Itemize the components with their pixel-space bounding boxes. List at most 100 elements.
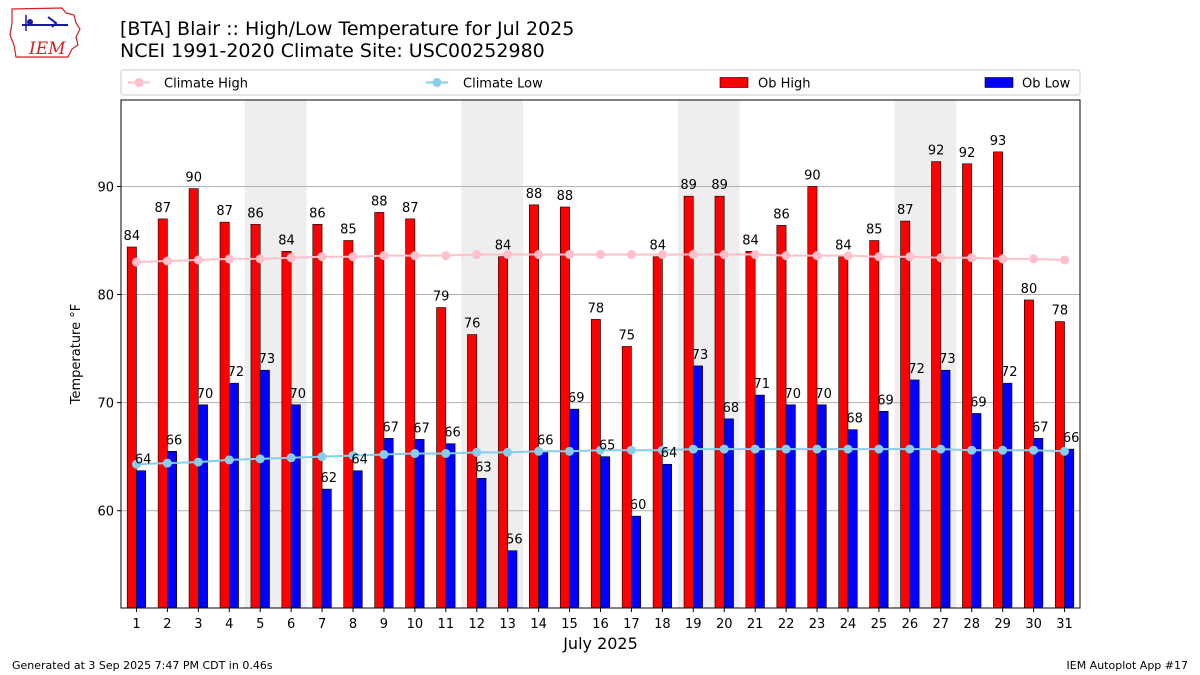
ob-low-bar-day-5 xyxy=(259,369,270,609)
climate-low-point-day-7 xyxy=(317,452,327,462)
climate-low-point-day-4 xyxy=(224,455,234,465)
xtick-label-31: 31 xyxy=(1056,617,1073,632)
ob-high-bar-day-18 xyxy=(652,256,663,609)
ob-high-label-day-8: 85 xyxy=(340,223,357,238)
ob-low-label-day-26: 72 xyxy=(908,362,925,377)
xtick-label-2: 2 xyxy=(163,617,171,632)
legend-climate-low-marker xyxy=(432,78,442,87)
climate-high-point-day-31 xyxy=(1060,255,1070,265)
ob-low-label-day-24: 68 xyxy=(846,412,863,427)
climate-high-point-day-4 xyxy=(224,254,234,264)
ob-high-label-day-22: 86 xyxy=(773,207,790,222)
ob-low-label-day-29: 72 xyxy=(1001,365,1018,380)
ob-high-label-day-14: 88 xyxy=(526,187,543,202)
ob-high-bar-day-4 xyxy=(219,221,230,609)
ob-low-label-day-17: 60 xyxy=(630,498,647,513)
climate-high-point-day-27 xyxy=(936,253,946,263)
ob-low-bar-day-4 xyxy=(228,382,239,609)
ob-low-label-day-2: 66 xyxy=(166,433,183,448)
ob-high-label-day-23: 90 xyxy=(804,168,821,183)
ob-high-label-day-7: 86 xyxy=(309,206,326,221)
xtick-label-21: 21 xyxy=(747,617,764,632)
climate-high-point-day-6 xyxy=(286,253,296,263)
xtick-label-4: 4 xyxy=(225,617,233,632)
generated-timestamp: Generated at 3 Sep 2025 7:47 PM CDT in 0… xyxy=(12,659,273,672)
ob-low-label-day-18: 64 xyxy=(661,446,678,461)
ob-low-bar-day-10 xyxy=(414,439,425,609)
ob-low-label-day-11: 66 xyxy=(444,426,461,441)
x-axis-label: July 2025 xyxy=(562,634,638,653)
ytick-label-80: 80 xyxy=(97,289,114,304)
legend-box xyxy=(120,69,1081,96)
climate-high-point-day-7 xyxy=(317,252,327,262)
climate-high-point-day-3 xyxy=(193,255,203,265)
ob-low-bar-day-3 xyxy=(198,404,208,609)
ob-high-label-day-16: 78 xyxy=(588,301,605,316)
ob-high-label-day-1: 84 xyxy=(124,229,141,244)
xtick-label-17: 17 xyxy=(623,617,640,632)
climate-low-point-day-18 xyxy=(657,445,667,455)
climate-high-point-day-14 xyxy=(534,250,544,260)
climate-low-point-day-21 xyxy=(750,444,760,454)
xtick-label-6: 6 xyxy=(287,617,295,632)
ob-low-label-day-1: 64 xyxy=(135,453,152,468)
ob-high-label-day-25: 85 xyxy=(866,223,883,238)
ob-high-label-day-11: 79 xyxy=(433,290,450,305)
climate-low-point-day-10 xyxy=(410,448,420,458)
climate-low-point-day-13 xyxy=(503,447,513,457)
ob-low-label-day-22: 70 xyxy=(784,387,801,402)
ob-high-label-day-24: 84 xyxy=(835,239,852,254)
ob-high-bar-day-16 xyxy=(590,319,601,609)
xtick-label-15: 15 xyxy=(561,617,578,632)
ob-high-bar-day-22 xyxy=(776,225,787,609)
ob-low-label-day-3: 70 xyxy=(197,387,214,402)
ob-low-bar-day-7 xyxy=(321,488,332,609)
climate-high-point-day-10 xyxy=(410,251,420,261)
ob-high-label-day-30: 80 xyxy=(1021,282,1038,297)
legend-ob-low-label: Ob Low xyxy=(1022,77,1071,92)
climate-high-point-day-26 xyxy=(905,252,915,262)
ob-low-label-day-21: 71 xyxy=(754,377,771,392)
xtick-label-1: 1 xyxy=(132,617,140,632)
climate-high-point-day-12 xyxy=(472,250,482,260)
ob-high-bar-day-28 xyxy=(962,163,973,609)
ob-high-label-day-27: 92 xyxy=(928,144,945,159)
ob-low-bar-day-9 xyxy=(383,438,394,609)
xtick-label-26: 26 xyxy=(902,617,919,632)
ob-low-bar-day-16 xyxy=(600,456,611,609)
ob-low-label-day-16: 65 xyxy=(599,439,616,454)
xtick-label-3: 3 xyxy=(194,617,202,632)
xtick-label-19: 19 xyxy=(685,617,702,632)
xtick-label-20: 20 xyxy=(716,617,733,632)
climate-low-point-day-12 xyxy=(472,447,482,457)
ob-high-bar-day-26 xyxy=(900,220,911,609)
ob-low-bar-day-6 xyxy=(290,404,301,609)
ob-low-bar-day-12 xyxy=(476,477,487,609)
app-credit: IEM Autoplot App #17 xyxy=(1066,659,1189,672)
iowa-map-icon xyxy=(9,7,81,58)
ob-high-label-day-12: 76 xyxy=(464,317,481,332)
climate-low-point-day-9 xyxy=(379,450,389,460)
ob-high-label-day-29: 93 xyxy=(990,134,1007,149)
ob-low-label-day-9: 67 xyxy=(382,420,399,435)
ob-low-bar-day-13 xyxy=(507,550,518,609)
ob-high-label-day-19: 89 xyxy=(680,178,697,193)
xtick-label-8: 8 xyxy=(349,617,357,632)
ob-low-bar-day-17 xyxy=(631,515,642,609)
ob-high-bar-day-17 xyxy=(621,346,632,609)
ob-high-label-day-21: 84 xyxy=(742,233,759,248)
legend-climate-high-label: Climate High xyxy=(164,77,248,92)
xtick-label-13: 13 xyxy=(499,617,516,632)
climate-low-point-day-29 xyxy=(998,445,1008,455)
ob-high-label-day-20: 89 xyxy=(711,178,728,193)
climate-low-point-day-28 xyxy=(967,445,977,455)
climate-low-point-day-3 xyxy=(193,457,203,467)
xtick-label-10: 10 xyxy=(407,617,424,632)
xtick-label-12: 12 xyxy=(468,617,485,632)
ob-low-bar-day-26 xyxy=(909,379,920,609)
ob-high-label-day-2: 87 xyxy=(154,201,171,216)
ob-low-label-day-19: 73 xyxy=(692,348,709,363)
climate-low-point-day-26 xyxy=(905,444,915,454)
climate-low-point-day-15 xyxy=(565,446,575,456)
